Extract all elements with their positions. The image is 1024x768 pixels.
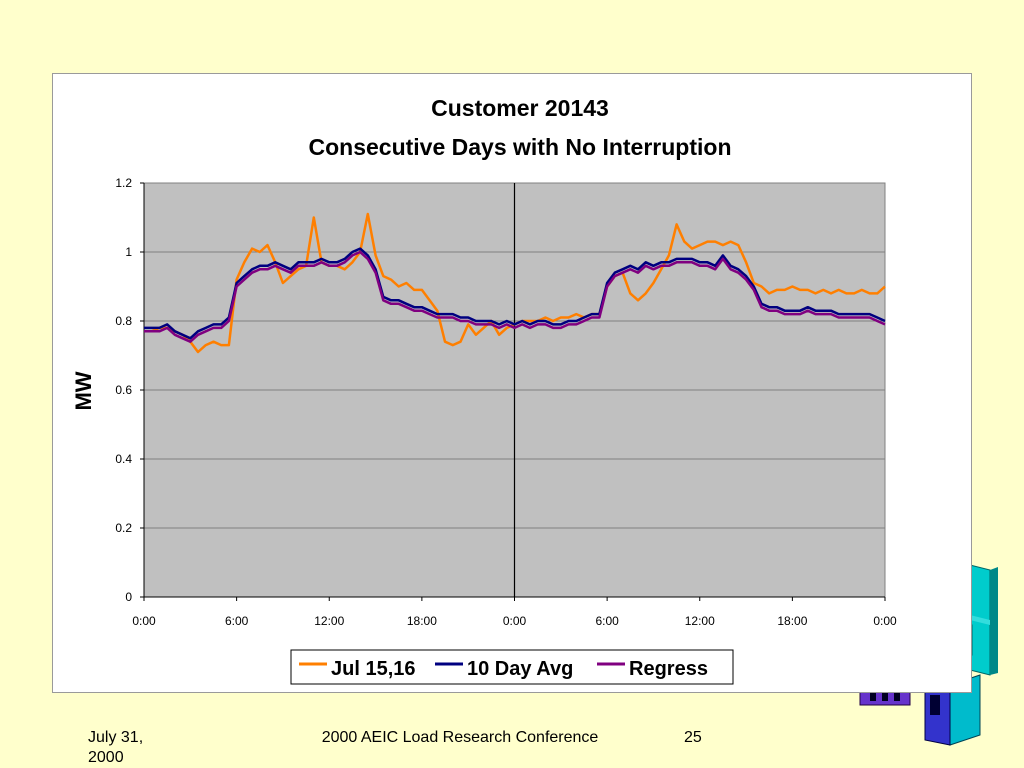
x-tick-label: 0:00 [873, 614, 897, 628]
x-tick-label: 0:00 [503, 614, 527, 628]
x-tick-label: 18:00 [407, 614, 437, 628]
line-chart: Customer 20143 Consecutive Days with No … [71, 95, 897, 685]
chart-panel: Customer 20143 Consecutive Days with No … [52, 73, 972, 693]
footer-conference: 2000 AEIC Load Research Conference [321, 729, 599, 746]
x-tick-label: 6:00 [595, 614, 619, 628]
y-tick-label: 0.2 [115, 521, 132, 535]
footer-date: July 31, 2000 [88, 729, 144, 766]
y-tick-label: 1.2 [115, 176, 132, 190]
legend-label-1: Jul 15,16 [331, 658, 416, 680]
x-tick-label: 6:00 [225, 614, 249, 628]
y-tick-label: 1 [125, 245, 132, 259]
legend-label-3: Regress [629, 658, 708, 680]
x-tick-label: 18:00 [777, 614, 807, 628]
page-number: 25 [684, 729, 702, 746]
chart-title: Customer 20143 [431, 95, 609, 121]
y-axis-label: MW [71, 371, 96, 410]
legend-label-2: 10 Day Avg [467, 658, 573, 680]
y-tick-label: 0.6 [115, 383, 132, 397]
y-tick-label: 0.8 [115, 314, 132, 328]
y-tick-label: 0.4 [115, 452, 132, 466]
legend-box [290, 649, 734, 685]
y-tick-label: 0 [125, 590, 132, 604]
x-tick-label: 12:00 [685, 614, 715, 628]
chart-subtitle: Consecutive Days with No Interruption [309, 134, 732, 160]
series-line-3 [144, 250, 886, 343]
x-tick-label: 12:00 [314, 614, 344, 628]
x-tick-label: 0:00 [132, 614, 156, 628]
series-line-2 [144, 247, 886, 340]
